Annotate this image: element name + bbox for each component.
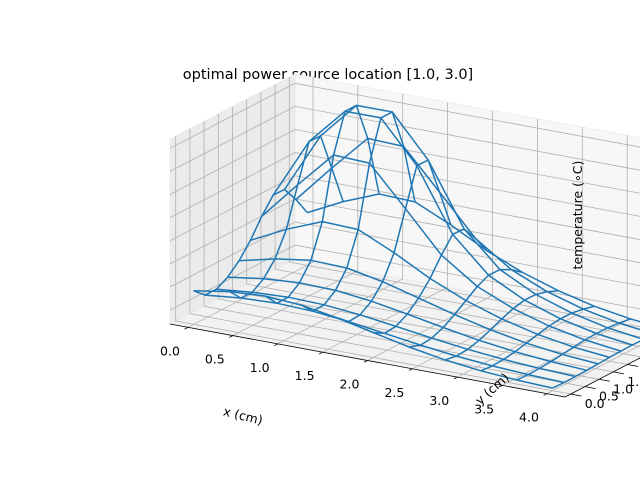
x-tick (363, 360, 368, 363)
wireframe-line (261, 154, 622, 352)
x-tick (274, 343, 278, 347)
x-tick-label: 2.5 (384, 385, 404, 400)
z-gridline (169, 221, 640, 288)
y-gridline (274, 84, 640, 338)
y-gridline (246, 99, 640, 358)
z-gridline (169, 244, 640, 311)
wireframe-line (239, 258, 599, 365)
y-tick-label: 1.0 (613, 381, 633, 396)
x-tick (408, 368, 413, 371)
back-pane (294, 73, 640, 324)
y-tick-label: 0.5 (599, 389, 619, 404)
x-tick (319, 351, 323, 355)
y-gridline (175, 136, 571, 395)
z-gridline (169, 175, 640, 242)
x-gridline (277, 93, 404, 345)
x-axis-label: x (cm) (222, 403, 265, 427)
wireframe-line (283, 104, 640, 340)
x-tick (498, 385, 503, 388)
z-gridline (169, 152, 640, 218)
z-gridline (169, 105, 640, 172)
wireframe-line (193, 290, 553, 389)
x-tick-label: 3.5 (474, 401, 494, 416)
x-tick-label: 0.0 (160, 343, 180, 358)
y-gridline (217, 113, 614, 373)
x-tick-label: 1.5 (295, 368, 315, 383)
x-tick-label: 2.0 (340, 377, 360, 392)
x-gridline (546, 344, 640, 395)
x-gridline (457, 127, 583, 378)
wireframe-line (204, 294, 565, 384)
wireframe-line (272, 110, 633, 346)
z-gridline (169, 129, 640, 195)
x-tick (453, 376, 458, 380)
axes-panes (169, 73, 640, 398)
y-tick (570, 393, 582, 397)
y-tick (627, 364, 639, 367)
x-tick (184, 326, 189, 330)
axes-ticks: 0.00.51.01.52.02.53.03.54.00.00.51.01.52… (160, 326, 640, 425)
x-gridline (322, 102, 449, 353)
y-tick-label: 0.0 (585, 396, 605, 411)
chart-title: optimal power source location [1.0, 3.0] (183, 67, 473, 83)
z-axis-label: temperature (∘C) (570, 161, 585, 270)
z-gridline (169, 82, 640, 149)
y-gridline (288, 77, 640, 328)
y-gridline (260, 91, 640, 348)
y-tick (584, 386, 596, 390)
x-tick-label: 3.0 (429, 393, 449, 408)
x-tick-label: 4.0 (519, 410, 539, 425)
x-tick (543, 393, 548, 396)
axes-grid (169, 77, 640, 395)
y-tick-label: 1.5 (627, 374, 640, 389)
x-tick (229, 335, 234, 338)
x-tick-label: 0.5 (205, 352, 225, 367)
wireframe-line (307, 193, 640, 323)
wireframe-surface (193, 104, 640, 389)
y-gridline (203, 121, 600, 380)
wireframe-line (295, 137, 640, 331)
wireframe-line (227, 276, 587, 372)
x-gridline (412, 118, 538, 370)
y-tick (599, 378, 610, 382)
wireframe-line (216, 288, 576, 378)
y-tick (613, 371, 625, 375)
wireframe-line (250, 220, 610, 359)
x-tick-label: 1.0 (250, 360, 270, 375)
